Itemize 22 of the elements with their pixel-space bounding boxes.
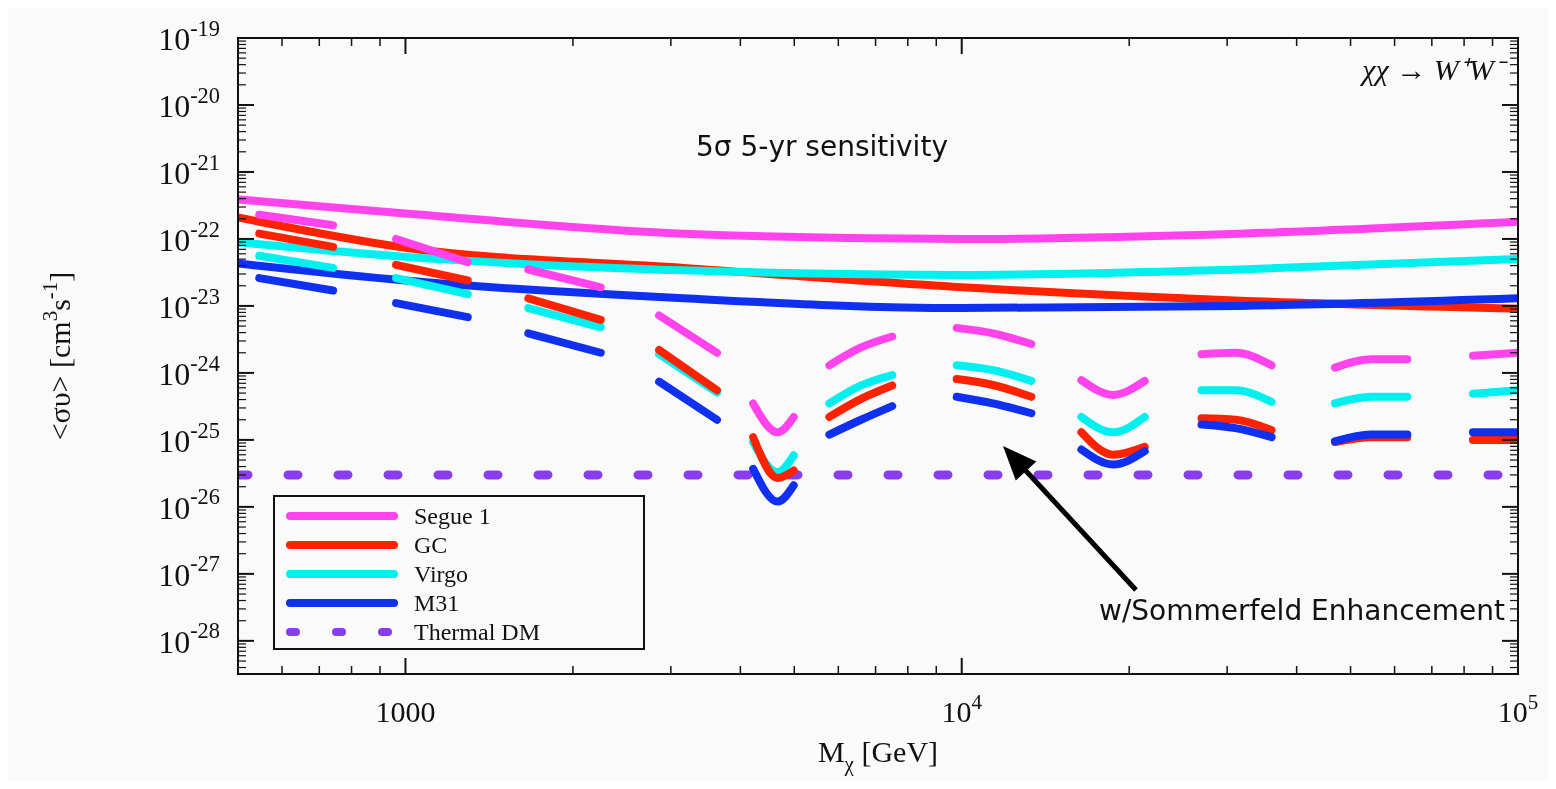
x-tick-label: 1000 (375, 695, 436, 728)
y-tick-label: 10$^{-20}$ (158, 82, 220, 124)
x-tick-label: 10$^{5}$ (1497, 689, 1539, 728)
y-tick-label: 10$^{-23}$ (158, 283, 220, 325)
legend-label: M31 (414, 590, 460, 616)
legend-label: Thermal DM (414, 619, 540, 645)
y-tick-label: 10$^{-25}$ (158, 417, 220, 459)
y-tick-label: 10$^{-28}$ (158, 618, 220, 660)
y-tick-label: 10$^{-21}$ (158, 149, 220, 191)
legend-label: Virgo (414, 561, 469, 587)
x-tick-label: 10$^{4}$ (941, 689, 983, 728)
x-axis-title: M$_{χ}$ [GeV] (817, 735, 939, 776)
legend-label: Segue 1 (414, 503, 491, 529)
annotation: 5σ 5-yr sensitivity (696, 130, 948, 163)
legend-label: GC (414, 532, 448, 558)
y-tick-label: 10$^{-27}$ (158, 551, 220, 593)
y-tick-label: 10$^{-19}$ (158, 15, 220, 57)
annotation: χχ → W⁺W⁻ (1359, 53, 1508, 86)
annotation: w/Sommerfeld Enhancement (1099, 594, 1506, 627)
y-tick-label: 10$^{-26}$ (158, 484, 220, 526)
y-tick-label: 10$^{-24}$ (158, 350, 220, 392)
y-tick-label: 10$^{-22}$ (158, 216, 220, 258)
